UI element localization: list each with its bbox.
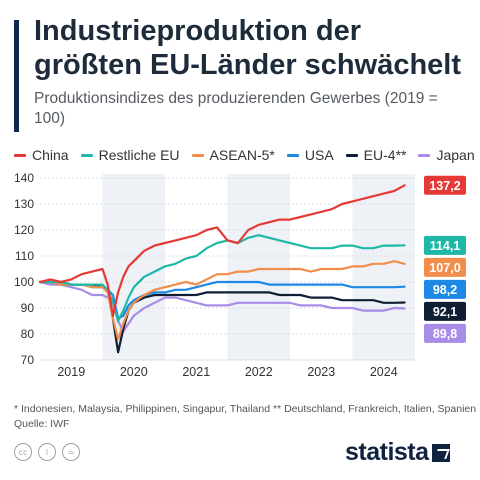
brand-name: statista: [345, 438, 429, 466]
end-value-badge: [424, 175, 466, 195]
legend-swatch: [286, 153, 299, 157]
legend-label: Japan: [436, 147, 475, 163]
series-line-china: [38, 184, 406, 317]
legend-swatch: [80, 153, 93, 157]
chart-subtitle: Produktionsindizes des produzierenden Ge…: [34, 90, 438, 127]
series-line-asean-5: [38, 260, 406, 341]
end-value-badge: [424, 301, 466, 321]
legend-label: EU-4**: [363, 147, 407, 163]
x-tick-label: 2022: [245, 365, 273, 379]
y-tick-label: 110: [15, 249, 34, 263]
end-value-badge: [424, 323, 466, 343]
end-value-label: 92,1: [433, 305, 457, 319]
statista-logo[interactable]: statista: [345, 438, 450, 467]
legend-swatch: [345, 153, 358, 157]
legend-label: ASEAN-5*: [209, 147, 275, 163]
legend-label: China: [32, 147, 69, 163]
y-tick-label: 90: [21, 301, 35, 315]
chart-legend: China Restliche EU ASEAN-5* USA EU-4** Japan: [14, 146, 475, 164]
end-value-badge: [424, 257, 466, 277]
end-value-label: 114,1: [430, 239, 461, 253]
y-tick-label: 80: [21, 327, 35, 341]
legend-item: Restliche EU: [80, 147, 180, 163]
source-note: Quelle: IWF: [14, 418, 70, 430]
legend-label: USA: [304, 147, 334, 163]
end-value-label: 137,2: [429, 179, 460, 193]
end-value-label: 89,8: [433, 327, 457, 341]
shaded-year-band: [227, 174, 290, 360]
legend-item: USA: [286, 147, 334, 163]
y-tick-label: 70: [21, 353, 35, 367]
line-chart: 70 80 90 100 110 120 130 140 2019 2020 2021 2022 202…: [14, 171, 466, 379]
end-value-badge: [424, 279, 466, 299]
legend-label: Restliche EU: [98, 147, 180, 163]
person-icon[interactable]: i: [38, 443, 56, 461]
y-tick-label: 140: [14, 171, 34, 185]
license-icons: cc i =: [14, 443, 86, 461]
legend-swatch: [191, 153, 204, 157]
x-tick-label: 2019: [57, 365, 85, 379]
footnote: * Indonesien, Malaysia, Philippinen, Sin…: [14, 403, 477, 415]
end-value-badge: [424, 235, 466, 255]
legend-item: Japan: [418, 147, 475, 163]
legend-item: EU-4**: [345, 147, 407, 163]
shaded-year-band: [102, 174, 165, 360]
legend-item: China: [14, 147, 69, 163]
x-tick-label: 2020: [120, 365, 148, 379]
y-tick-label: 130: [14, 197, 34, 211]
equals-icon[interactable]: =: [62, 443, 80, 461]
end-value-label: 98,2: [433, 283, 457, 297]
y-tick-label: 100: [14, 275, 34, 289]
x-tick-label: 2021: [182, 365, 210, 379]
title-accent-bar: [14, 20, 19, 132]
legend-swatch: [418, 153, 431, 157]
cc-icon[interactable]: cc: [14, 443, 32, 461]
x-tick-label: 2023: [307, 365, 335, 379]
series-line-restliche-eu: [38, 234, 406, 323]
series-line-eu-4: [38, 280, 406, 354]
chart-title: Industrieproduktion der größten EU-Lände…: [34, 15, 462, 81]
legend-item: ASEAN-5*: [191, 147, 275, 163]
legend-swatch: [14, 153, 26, 157]
y-tick-label: 120: [14, 223, 34, 237]
brand-mark-icon: [431, 443, 450, 462]
x-tick-label: 2024: [370, 365, 398, 379]
end-value-label: 107,0: [429, 261, 460, 275]
series-line-japan: [38, 280, 406, 333]
